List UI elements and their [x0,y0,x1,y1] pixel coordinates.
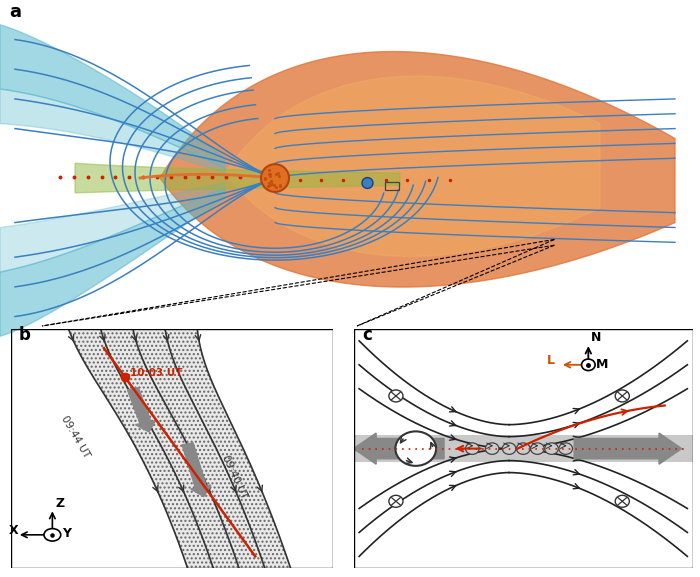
Text: L: L [547,354,555,366]
FancyArrow shape [354,433,444,464]
FancyArrow shape [182,443,211,496]
Polygon shape [133,329,290,568]
Circle shape [389,390,403,402]
Circle shape [466,443,479,454]
Text: 09:40 UT: 09:40 UT [220,454,248,501]
Circle shape [531,443,544,454]
Text: c: c [362,325,372,344]
Circle shape [44,529,61,541]
Text: M: M [596,358,608,370]
FancyArrow shape [127,388,155,432]
Bar [385,182,399,190]
Text: 10:03 UT: 10:03 UT [130,368,183,378]
Circle shape [615,390,629,402]
Polygon shape [0,188,225,336]
Polygon shape [69,329,239,568]
Text: N: N [591,331,601,344]
Text: Y: Y [62,527,71,540]
Circle shape [362,178,373,189]
Circle shape [395,432,436,466]
Circle shape [485,443,499,454]
Circle shape [517,443,530,454]
Text: X: X [9,523,18,537]
Circle shape [615,495,629,507]
Polygon shape [75,163,400,193]
Bar [354,436,693,462]
Polygon shape [0,25,225,168]
Text: a: a [9,3,21,21]
Circle shape [503,443,516,454]
Circle shape [559,443,573,454]
Polygon shape [160,51,675,287]
Circle shape [261,164,289,192]
Text: Z: Z [55,497,64,510]
Text: b: b [19,325,30,344]
FancyArrow shape [574,433,682,464]
Polygon shape [225,76,600,256]
Polygon shape [0,183,225,272]
Text: 09:44 UT: 09:44 UT [59,414,91,459]
Circle shape [389,495,403,507]
Circle shape [582,359,595,370]
Polygon shape [0,89,225,173]
Circle shape [545,443,559,454]
